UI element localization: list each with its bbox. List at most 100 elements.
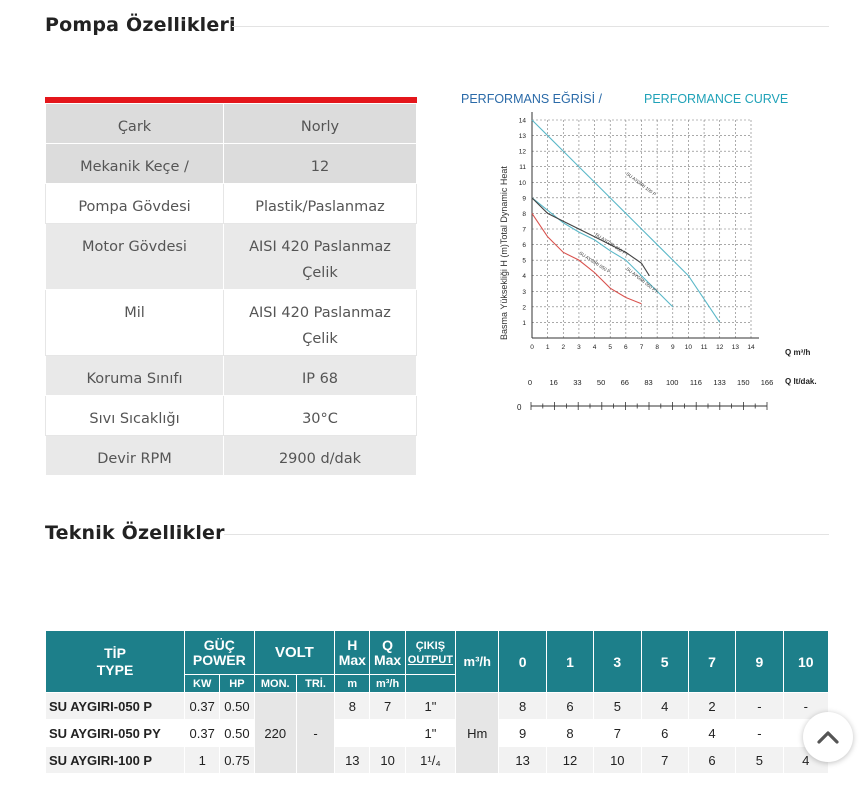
header-power: GÜÇ POWER — [184, 630, 255, 675]
chart-series-line — [531, 197, 650, 277]
chart-lt-tick-label: 33 — [573, 378, 581, 387]
spec-key: Mekanik Keçe / — [45, 143, 224, 184]
row-val: 9 — [498, 719, 547, 747]
row-hmax — [334, 719, 371, 747]
section-title-technical-features: Teknik Özellikler — [45, 522, 225, 544]
chart-series-label: SU AYGIRI 100 P — [625, 171, 657, 197]
row-qmax: 7 — [369, 692, 406, 720]
chart-x-tick-label: 12 — [716, 344, 724, 351]
header-qmax: Q Max — [369, 630, 406, 675]
row-val: 6 — [640, 719, 689, 747]
spec-key: Motor Gövdesi — [45, 223, 224, 290]
header-output: ÇIKIŞ OUTPUT — [404, 630, 457, 675]
header-flow-1: 1 — [545, 630, 595, 693]
spec-value: 30°C — [223, 395, 417, 436]
chart-y-axis-label: Basma Yüksekliği H (m)Total Dynamic Heat — [499, 166, 509, 340]
chart-series-line — [531, 213, 642, 305]
spec-key: Pompa Gövdesi — [45, 183, 224, 224]
header-flow-7: 7 — [687, 630, 737, 693]
spec-row: Mil AISI 420 Paslanmaz Çelik — [45, 289, 417, 356]
chart-x-tick-label: 13 — [732, 344, 740, 351]
row-hp: 0.50 — [219, 719, 255, 747]
spec-row: Koruma Sınıfı IP 68 — [45, 355, 417, 396]
spec-value: 2900 d/dak — [223, 435, 417, 476]
row-val: 5 — [593, 692, 642, 720]
chart-x-tick-label: 6 — [624, 344, 628, 351]
chart-y-tick-label: 12 — [519, 149, 527, 156]
section-divider — [224, 534, 829, 535]
chart-lt-tick-label: 150 — [737, 378, 750, 387]
scroll-to-top-button[interactable] — [803, 712, 853, 762]
chart-y-tick-label: 14 — [519, 118, 527, 125]
row-name: SU AYGIRI-050 PY — [44, 719, 186, 747]
header-kw: KW — [184, 674, 221, 693]
chart-y-tick-label: 9 — [522, 195, 526, 202]
header-flow-9: 9 — [735, 630, 784, 693]
header-q-label: Q — [382, 636, 394, 653]
row-val: 7 — [593, 719, 642, 747]
chart-series-label: SU AYGIRI 050 P — [578, 251, 611, 275]
chart-series-line — [531, 119, 721, 323]
chart-lt-tick-label: 116 — [690, 378, 702, 387]
spec-row: Devir RPM 2900 d/dak — [45, 435, 417, 476]
spec-key: Koruma Sınıfı — [45, 355, 224, 396]
chart-y-tick-label: 2 — [522, 304, 526, 311]
header-m: m — [334, 674, 371, 693]
spec-row: Motor Gövdesi AISI 420 Paslanmaz Çelik — [45, 223, 417, 290]
row-val: 6 — [545, 692, 595, 720]
row-val: 5 — [735, 746, 784, 774]
spec-key: Sıvı Sıcaklığı — [45, 395, 224, 436]
chart-y-tick-label: 3 — [522, 289, 526, 296]
row-val: 6 — [687, 746, 737, 774]
header-hmax: H Max — [334, 630, 371, 675]
chart-lt-tick-label: 66 — [621, 378, 629, 387]
row-kw: 0.37 — [184, 719, 221, 747]
row-tri: - — [295, 692, 336, 774]
chart-x-axis-label-m3h: Q m³/h — [785, 348, 810, 357]
header-flow-10: 10 — [782, 630, 830, 693]
row-val: 8 — [545, 719, 595, 747]
header-m3h-sub: m³/h — [369, 674, 406, 693]
spec-row: Mekanik Keçe / 12 — [45, 143, 417, 184]
chart-y-tick-label: 8 — [522, 211, 526, 218]
chart-x-tick-label: 9 — [671, 344, 675, 351]
header-mon: MON. — [253, 674, 297, 693]
header-hp: HP — [219, 674, 255, 693]
table-row: SU AYGIRI-050 PY 0.37 0.50 1" 9 8 7 6 4 … — [44, 719, 830, 747]
row-val: - — [735, 719, 784, 747]
chart-lt-tick-label: 133 — [713, 378, 726, 387]
section-title-pump-features: Pompa Özellikleri — [45, 14, 236, 36]
spec-key: Devir RPM — [45, 435, 224, 476]
row-val: 10 — [593, 746, 642, 774]
chart-lt-tick-label: 0 — [528, 378, 532, 387]
spec-value: AISI 420 Paslanmaz Çelik — [223, 289, 417, 356]
chart-x-tick-label: 8 — [655, 344, 659, 351]
chart-y-tick-label: 7 — [522, 227, 526, 234]
row-hp: 0.50 — [219, 692, 255, 720]
chart-y-tick-label: 13 — [519, 133, 527, 140]
specs-table: Çark Norly Mekanik Keçe / 12 Pompa Gövde… — [45, 97, 417, 476]
spec-key: Çark — [45, 103, 224, 144]
row-val: 2 — [687, 692, 737, 720]
chart-x-tick-label: 3 — [577, 344, 581, 351]
row-val: 8 — [498, 692, 547, 720]
header-flow-0: 0 — [498, 630, 547, 693]
row-kw: 1 — [184, 746, 221, 774]
row-val: 7 — [640, 746, 689, 774]
spec-row: Pompa Gövdesi Plastik/Paslanmaz — [45, 183, 417, 224]
header-power-label: POWER — [192, 651, 246, 668]
row-name: SU AYGIRI-050 P — [44, 692, 186, 720]
row-val: 4 — [640, 692, 689, 720]
chart-series-line — [531, 197, 674, 308]
header-cikis-label: ÇIKIŞ — [415, 639, 446, 652]
header-hmax-label: Max — [338, 651, 366, 668]
row-qmax: 10 — [369, 746, 406, 774]
header-type-label: TYPE — [96, 661, 134, 678]
spec-value: Norly — [223, 103, 417, 144]
row-output: 1¹/₄ — [404, 746, 457, 774]
chart-lt-tick-label: 83 — [644, 378, 652, 387]
row-name: SU AYGIRI-100 P — [44, 746, 186, 774]
spec-value: Plastik/Paslanmaz — [223, 183, 417, 224]
chart-lt-tick-label: 100 — [666, 378, 679, 387]
chart-y-tick-label: 1 — [522, 320, 526, 327]
